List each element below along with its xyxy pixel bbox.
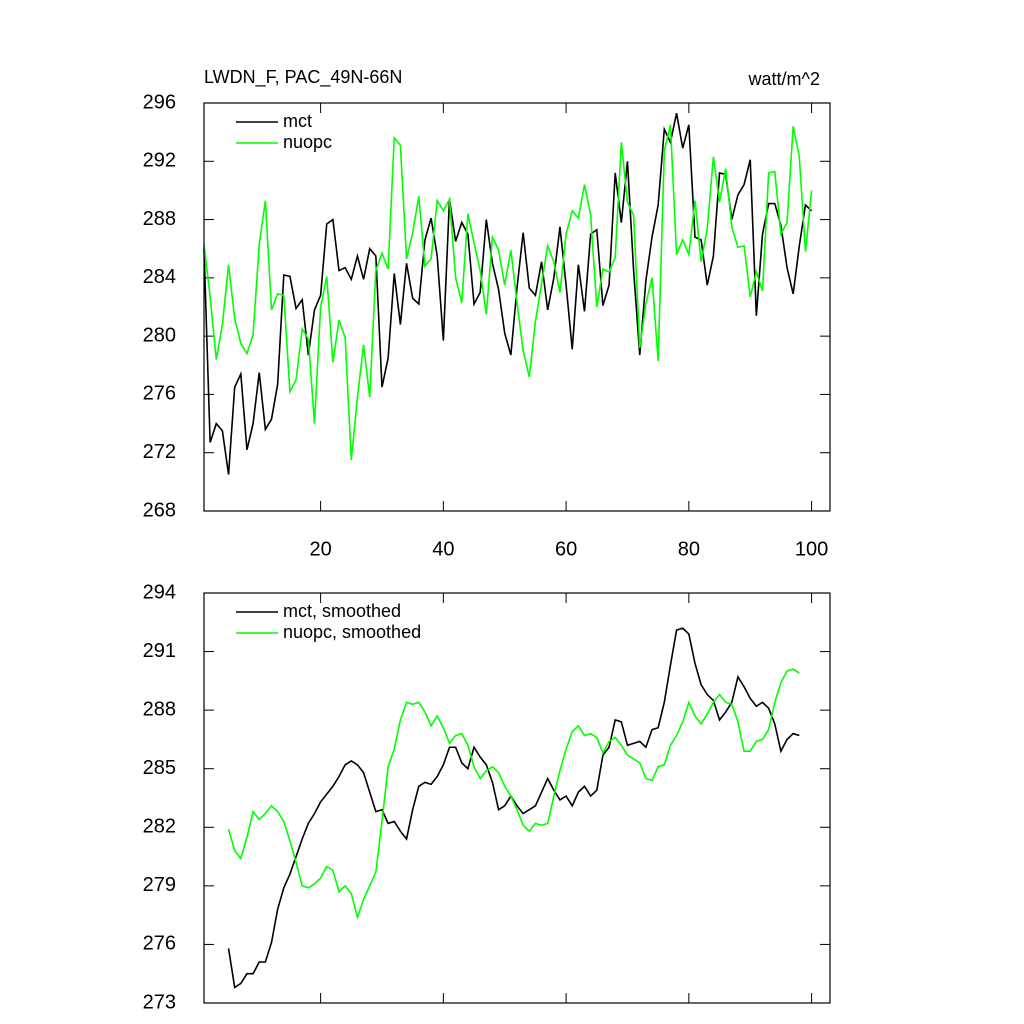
legend-label: nuopc, smoothed bbox=[283, 622, 421, 642]
y-tick-label: 288 bbox=[143, 208, 176, 230]
y-tick-label: 268 bbox=[143, 499, 176, 521]
y-tick-label: 285 bbox=[143, 757, 176, 779]
y-tick-label: 291 bbox=[143, 640, 176, 662]
y-tick-label: 282 bbox=[143, 816, 176, 838]
y-tick-label: 296 bbox=[143, 91, 176, 113]
series-line bbox=[203, 113, 813, 475]
plot-frame bbox=[203, 102, 831, 512]
units-label: watt/m^2 bbox=[748, 69, 820, 89]
y-tick-label: 276 bbox=[143, 933, 176, 955]
x-tick-label: 40 bbox=[432, 538, 454, 560]
y-tick-label: 294 bbox=[143, 581, 176, 603]
y-tick-label: 292 bbox=[143, 150, 176, 172]
x-tick-label: 20 bbox=[309, 538, 331, 560]
legend-label: mct, smoothed bbox=[283, 601, 401, 621]
x-tick-label: 80 bbox=[678, 538, 700, 560]
y-tick-label: 284 bbox=[143, 266, 176, 288]
y-tick-label: 280 bbox=[143, 324, 176, 346]
chart-title: LWDN_F, PAC_49N-66N bbox=[204, 67, 402, 88]
series-line bbox=[227, 668, 800, 920]
plot-frame bbox=[203, 592, 831, 1004]
y-tick-label: 276 bbox=[143, 383, 176, 405]
series-line bbox=[227, 627, 800, 989]
y-tick-label: 288 bbox=[143, 698, 176, 720]
y-tick-label: 279 bbox=[143, 874, 176, 896]
y-tick-label: 272 bbox=[143, 441, 176, 463]
legend-label: nuopc bbox=[283, 132, 332, 152]
series-line bbox=[203, 124, 813, 461]
legend-label: mct bbox=[283, 111, 312, 131]
x-tick-label: 100 bbox=[795, 538, 828, 560]
x-tick-label: 60 bbox=[555, 538, 577, 560]
y-tick-label: 273 bbox=[143, 991, 176, 1013]
